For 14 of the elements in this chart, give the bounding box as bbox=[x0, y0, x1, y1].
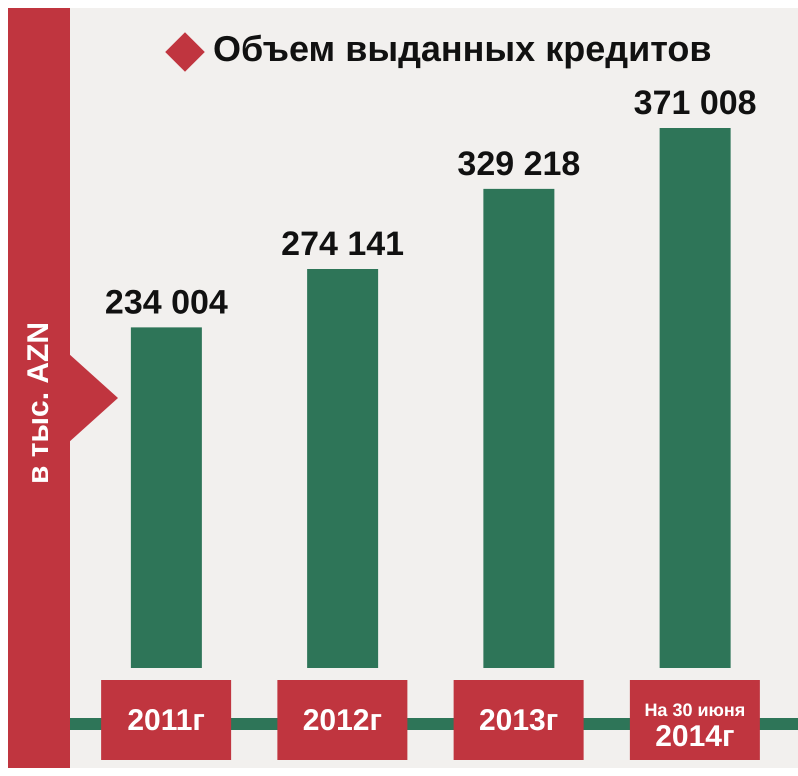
data-label: 371 008 bbox=[634, 84, 757, 122]
x-tick-label: На 30 июня 2014г bbox=[644, 700, 746, 753]
bar bbox=[483, 188, 554, 668]
data-label: 274 141 bbox=[281, 224, 404, 263]
x-tick-label: 2012г bbox=[302, 704, 382, 737]
data-label: 234 004 bbox=[104, 283, 228, 322]
bar bbox=[660, 128, 731, 668]
bar bbox=[307, 268, 378, 668]
y-axis-title: в тыс. AZN bbox=[22, 322, 56, 484]
x-tick-label: 2013г bbox=[479, 704, 558, 737]
data-label: 329 218 bbox=[457, 144, 580, 183]
chart-title: Объем выданных кредитов bbox=[213, 28, 712, 70]
x-tick-label: 2011г bbox=[127, 704, 205, 737]
bar bbox=[130, 327, 202, 668]
